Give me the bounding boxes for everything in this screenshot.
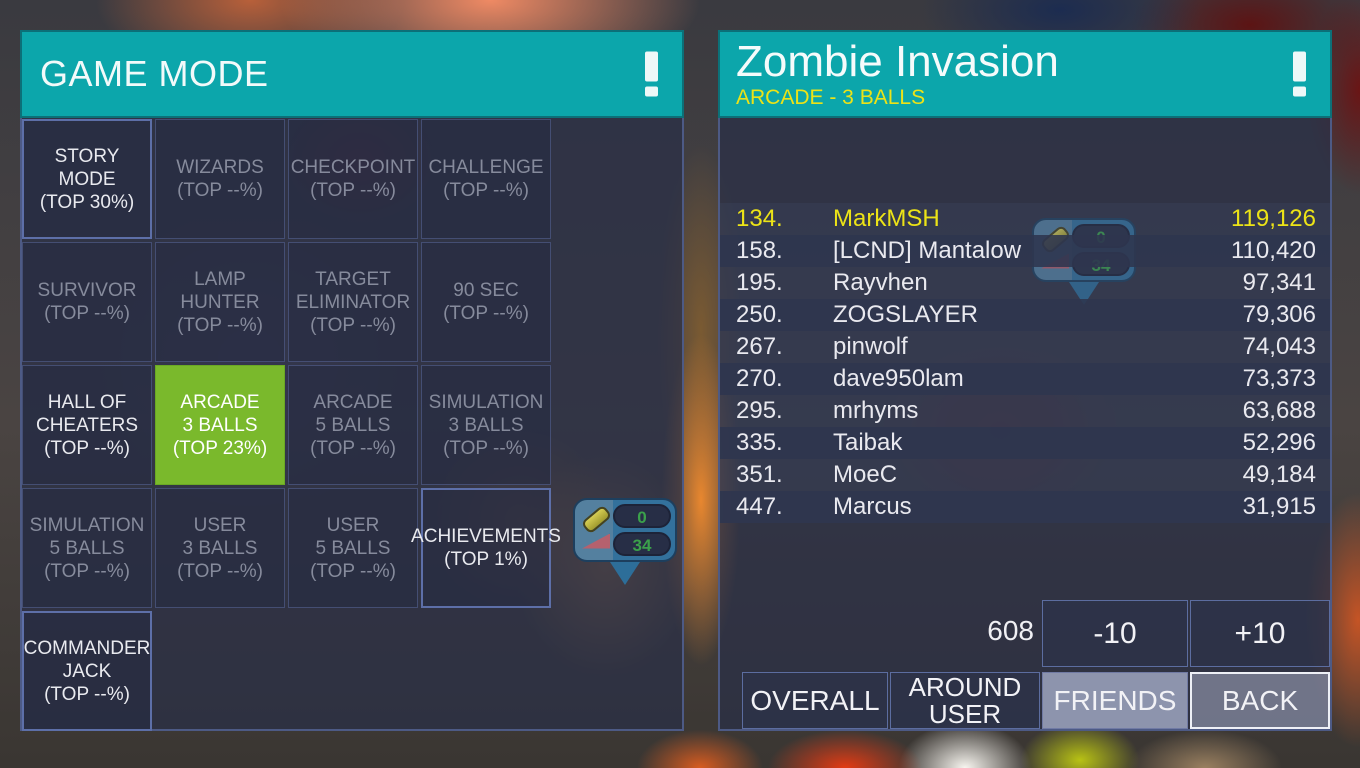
leaderboard-name: dave950lam — [833, 365, 964, 392]
leaderboard-name: Marcus — [833, 493, 912, 520]
leaderboard-row: 195. Rayvhen 97,341 — [720, 267, 1330, 299]
leaderboard-name: MoeC — [833, 461, 898, 488]
leaderboard-row: 295. mrhyms 63,688 — [720, 395, 1330, 427]
exclamation-icon — [1293, 51, 1306, 97]
leaderboard-rows: 134. MarkMSH 119,126 158. [LCND] Mantalow 110… — [720, 203, 1330, 523]
leaderboard-rank: 195. — [736, 269, 783, 296]
game-mode-title: GAME MODE — [40, 53, 269, 94]
leaderboard-row: 267. pinwolf 74,043 — [720, 331, 1330, 363]
game-mode-tile[interactable]: WIZARDS (TOP --%) — [155, 119, 285, 239]
leaderboard-row: 134. MarkMSH 119,126 — [720, 203, 1330, 235]
game-mode-tile[interactable]: STORY MODE (TOP 30%) — [22, 119, 152, 239]
leaderboard-score: 119,126 — [1231, 205, 1316, 232]
leaderboard-rank: 250. — [736, 301, 783, 328]
around-user-tab-button[interactable]: AROUND USER — [890, 672, 1040, 729]
game-mode-tile[interactable]: SIMULATION 3 BALLS (TOP --%) — [421, 365, 551, 485]
flipper-icon — [582, 533, 610, 549]
leaderboard-score: 79,306 — [1242, 301, 1316, 328]
leaderboard-name: Taibak — [833, 429, 903, 456]
game-mode-tile[interactable]: ARCADE 3 BALLS (TOP 23%) — [155, 365, 285, 485]
leaderboard-name: Rayvhen — [833, 269, 928, 296]
game-mode-tile[interactable]: CHALLENGE (TOP --%) — [421, 119, 551, 239]
exclamation-icon — [645, 51, 658, 97]
page-plus-10-button[interactable]: +10 — [1190, 600, 1330, 667]
leaderboard-name: [LCND] Mantalow — [833, 237, 1022, 264]
leaderboard-header: Zombie Invasion ARCADE - 3 BALLS — [718, 30, 1332, 118]
leaderboard-row: 158. [LCND] Mantalow 110,420 — [720, 235, 1330, 267]
leaderboard-score: 52,296 — [1242, 429, 1316, 456]
page-minus-10-button[interactable]: -10 — [1042, 600, 1188, 667]
game-mode-tile[interactable]: 90 SEC (TOP --%) — [421, 242, 551, 362]
leaderboard-name: mrhyms — [833, 397, 919, 424]
game-mode-tile[interactable]: LAMP HUNTER (TOP --%) — [155, 242, 285, 362]
leaderboard-panel: Zombie Invasion ARCADE - 3 BALLS 0 34 — [718, 30, 1332, 731]
leaderboard-rank: 267. — [736, 333, 783, 360]
leaderboard-name: pinwolf — [833, 333, 908, 360]
leaderboard-score: 31,915 — [1242, 493, 1316, 520]
overall-tab-button[interactable]: OVERALL — [742, 672, 888, 729]
game-mode-header: GAME MODE — [20, 30, 684, 118]
game-mode-tile[interactable]: COMMANDER JACK (TOP --%) — [22, 611, 152, 731]
leaderboard-rank: 158. — [736, 237, 783, 264]
leaderboard-name: MarkMSH — [833, 205, 940, 232]
game-mode-tile[interactable]: USER 5 BALLS (TOP --%) — [288, 488, 418, 608]
game-mode-tile[interactable]: ACHIEVEMENTS (TOP 1%) — [411, 488, 561, 608]
leaderboard-rank: 295. — [736, 397, 783, 424]
table-title: Zombie Invasion — [736, 37, 1059, 86]
flipper-count: 34 — [613, 532, 671, 556]
back-button[interactable]: BACK — [1190, 672, 1330, 729]
game-mode-tile[interactable]: ARCADE 5 BALLS (TOP --%) — [288, 365, 418, 485]
leaderboard-score: 63,688 — [1242, 397, 1316, 424]
bullet-count: 0 — [613, 504, 671, 528]
game-mode-tile[interactable]: USER 3 BALLS (TOP --%) — [155, 488, 285, 608]
leaderboard-row: 335. Taibak 52,296 — [720, 427, 1330, 459]
leaderboard-rank: 351. — [736, 461, 783, 488]
leaderboard-rank: 447. — [736, 493, 783, 520]
leaderboard-score: 110,420 — [1231, 237, 1316, 264]
tooltip-pointer — [610, 562, 640, 585]
leaderboard-rank: 134. — [736, 205, 783, 232]
game-mode-panel: GAME MODE STORY MODE (TOP 30%) WIZARDS (T… — [20, 30, 684, 731]
leaderboard-score: 97,341 — [1242, 269, 1316, 296]
leaderboard-score: 74,043 — [1242, 333, 1316, 360]
leaderboard-row: 447. Marcus 31,915 — [720, 491, 1330, 523]
leaderboard-score: 73,373 — [1242, 365, 1316, 392]
game-mode-tile[interactable]: SIMULATION 5 BALLS (TOP --%) — [22, 488, 152, 608]
bullet-icon — [580, 503, 612, 535]
stats-tooltip-badge: 0 34 — [573, 498, 677, 585]
page-number: 608 — [987, 615, 1034, 646]
leaderboard-row: 250. ZOGSLAYER 79,306 — [720, 299, 1330, 331]
leaderboard-score: 49,184 — [1242, 461, 1316, 488]
game-mode-tile[interactable]: TARGET ELIMINATOR (TOP --%) — [288, 242, 418, 362]
game-mode-tile[interactable]: CHECKPOINT (TOP --%) — [288, 119, 418, 239]
leaderboard-name: ZOGSLAYER — [833, 301, 978, 328]
game-mode-tile[interactable]: SURVIVOR (TOP --%) — [22, 242, 152, 362]
leaderboard-rank: 335. — [736, 429, 783, 456]
leaderboard-row: 351. MoeC 49,184 — [720, 459, 1330, 491]
game-mode-tile[interactable]: HALL OF CHEATERS (TOP --%) — [22, 365, 152, 485]
friends-tab-button[interactable]: FRIENDS — [1042, 672, 1188, 729]
game-mode-grid: STORY MODE (TOP 30%) WIZARDS (TOP --%) CHE… — [22, 118, 561, 731]
leaderboard-rank: 270. — [736, 365, 783, 392]
table-subtitle: ARCADE - 3 BALLS — [736, 86, 926, 109]
leaderboard-row: 270. dave950lam 73,373 — [720, 363, 1330, 395]
